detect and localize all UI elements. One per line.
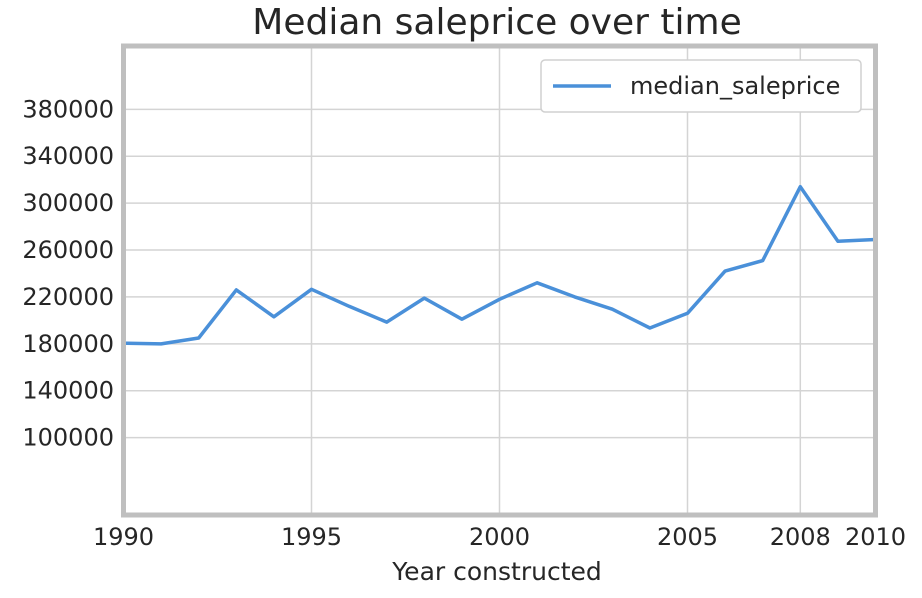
y-tick-label: 100000	[22, 424, 114, 452]
x-tick-label: 1990	[93, 523, 154, 551]
legend: median_saleprice	[540, 59, 862, 113]
y-tick-label: 140000	[22, 377, 114, 405]
x-axis-label: Year constructed	[391, 557, 602, 586]
legend-box	[540, 59, 862, 113]
y-axis: 100000 140000 180000 220000 260000 300000 3400…	[22, 95, 114, 451]
y-tick-label: 180000	[22, 330, 114, 358]
y-tick-label: 380000	[22, 95, 114, 123]
y-tick-label: 340000	[22, 142, 114, 170]
y-tick-label: 220000	[22, 283, 114, 311]
series-group	[121, 184, 878, 346]
x-tick-label: 2008	[770, 523, 831, 551]
x-tick-label: 2000	[469, 523, 530, 551]
x-axis: 1990 1995 2000 2005 2008 2010	[93, 523, 906, 551]
y-tick-label: 300000	[22, 189, 114, 217]
x-tick-label: 2010	[845, 523, 906, 551]
series-line	[121, 184, 878, 346]
grid	[123, 46, 876, 515]
x-tick-label: 1995	[281, 523, 342, 551]
x-tick-label: 2005	[657, 523, 718, 551]
y-tick-label: 260000	[22, 236, 114, 264]
legend-label: median_saleprice	[630, 72, 840, 100]
chart-title: Median saleprice over time	[252, 2, 741, 43]
plot-frame	[121, 43, 878, 518]
